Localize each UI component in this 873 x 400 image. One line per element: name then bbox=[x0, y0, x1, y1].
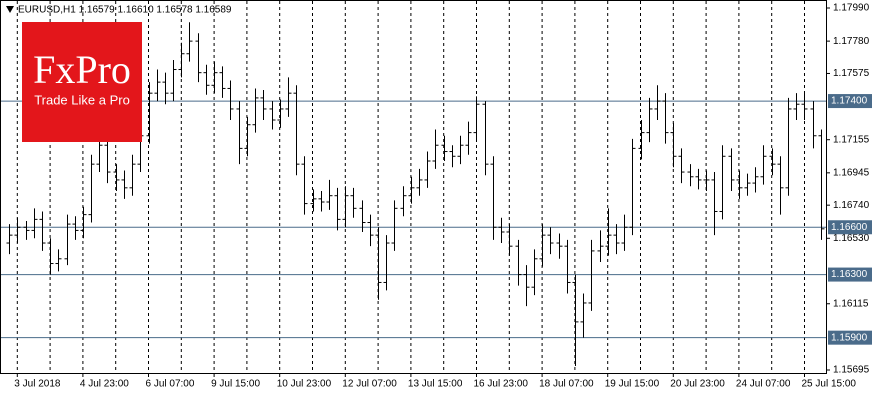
x-tick-label: 18 Jul 07:00 bbox=[539, 379, 594, 390]
bars bbox=[6, 22, 825, 367]
logo-tagline: Trade Like a Pro bbox=[34, 92, 130, 107]
x-tick-label: 16 Jul 23:00 bbox=[474, 379, 529, 390]
logo-box bbox=[22, 22, 142, 142]
x-tick-label: 6 Jul 07:00 bbox=[146, 379, 195, 390]
y-tick-label: 1.15695 bbox=[833, 365, 870, 376]
y-tick-label: 1.17990 bbox=[833, 3, 870, 14]
symbol-icon bbox=[6, 6, 14, 13]
y-tick-label: 1.16740 bbox=[833, 200, 870, 211]
level-label: 1.15900 bbox=[831, 332, 868, 343]
y-tick-label: 1.16115 bbox=[833, 298, 869, 309]
axis: 1.17990 1.17780 1.17575 1.17155 1.16945 1.167… bbox=[14, 3, 872, 390]
level-label: 1.16600 bbox=[831, 222, 868, 233]
x-tick-label: 13 Jul 15:00 bbox=[408, 379, 463, 390]
x-tick-label: 19 Jul 15:00 bbox=[605, 379, 660, 390]
x-tick-label: 10 Jul 23:00 bbox=[277, 379, 332, 390]
x-tick-label: 20 Jul 23:00 bbox=[670, 379, 725, 390]
x-tick-label: 4 Jul 23:00 bbox=[80, 379, 129, 390]
y-tick-label: 1.17575 bbox=[833, 68, 870, 79]
level-box bbox=[828, 330, 872, 345]
logo-brand: FxPro bbox=[33, 47, 131, 92]
x-tick-label: 25 Jul 15:00 bbox=[802, 379, 857, 390]
level-label: 1.16300 bbox=[831, 269, 868, 280]
level-box bbox=[828, 220, 872, 235]
x-tick-label: 3 Jul 2018 bbox=[14, 379, 61, 390]
x-tick-label: 9 Jul 15:00 bbox=[211, 379, 260, 390]
y-tick-label: 1.16945 bbox=[833, 167, 870, 178]
x-tick-label: 12 Jul 07:00 bbox=[342, 379, 397, 390]
y-tick-label: 1.17155 bbox=[833, 134, 870, 145]
levels bbox=[1, 100, 826, 339]
y-tick-label: 1.17780 bbox=[833, 36, 870, 47]
level-box bbox=[828, 94, 872, 109]
y-tick-label: 1.16530 bbox=[833, 233, 870, 244]
plot-frame bbox=[0, 0, 827, 374]
level-box bbox=[828, 267, 872, 282]
header: EURUSD,H1 1.16579 1.16610 1.16578 1.1658… bbox=[18, 5, 232, 16]
level-label: 1.17400 bbox=[831, 96, 868, 107]
x-tick-label: 24 Jul 07:00 bbox=[736, 379, 791, 390]
